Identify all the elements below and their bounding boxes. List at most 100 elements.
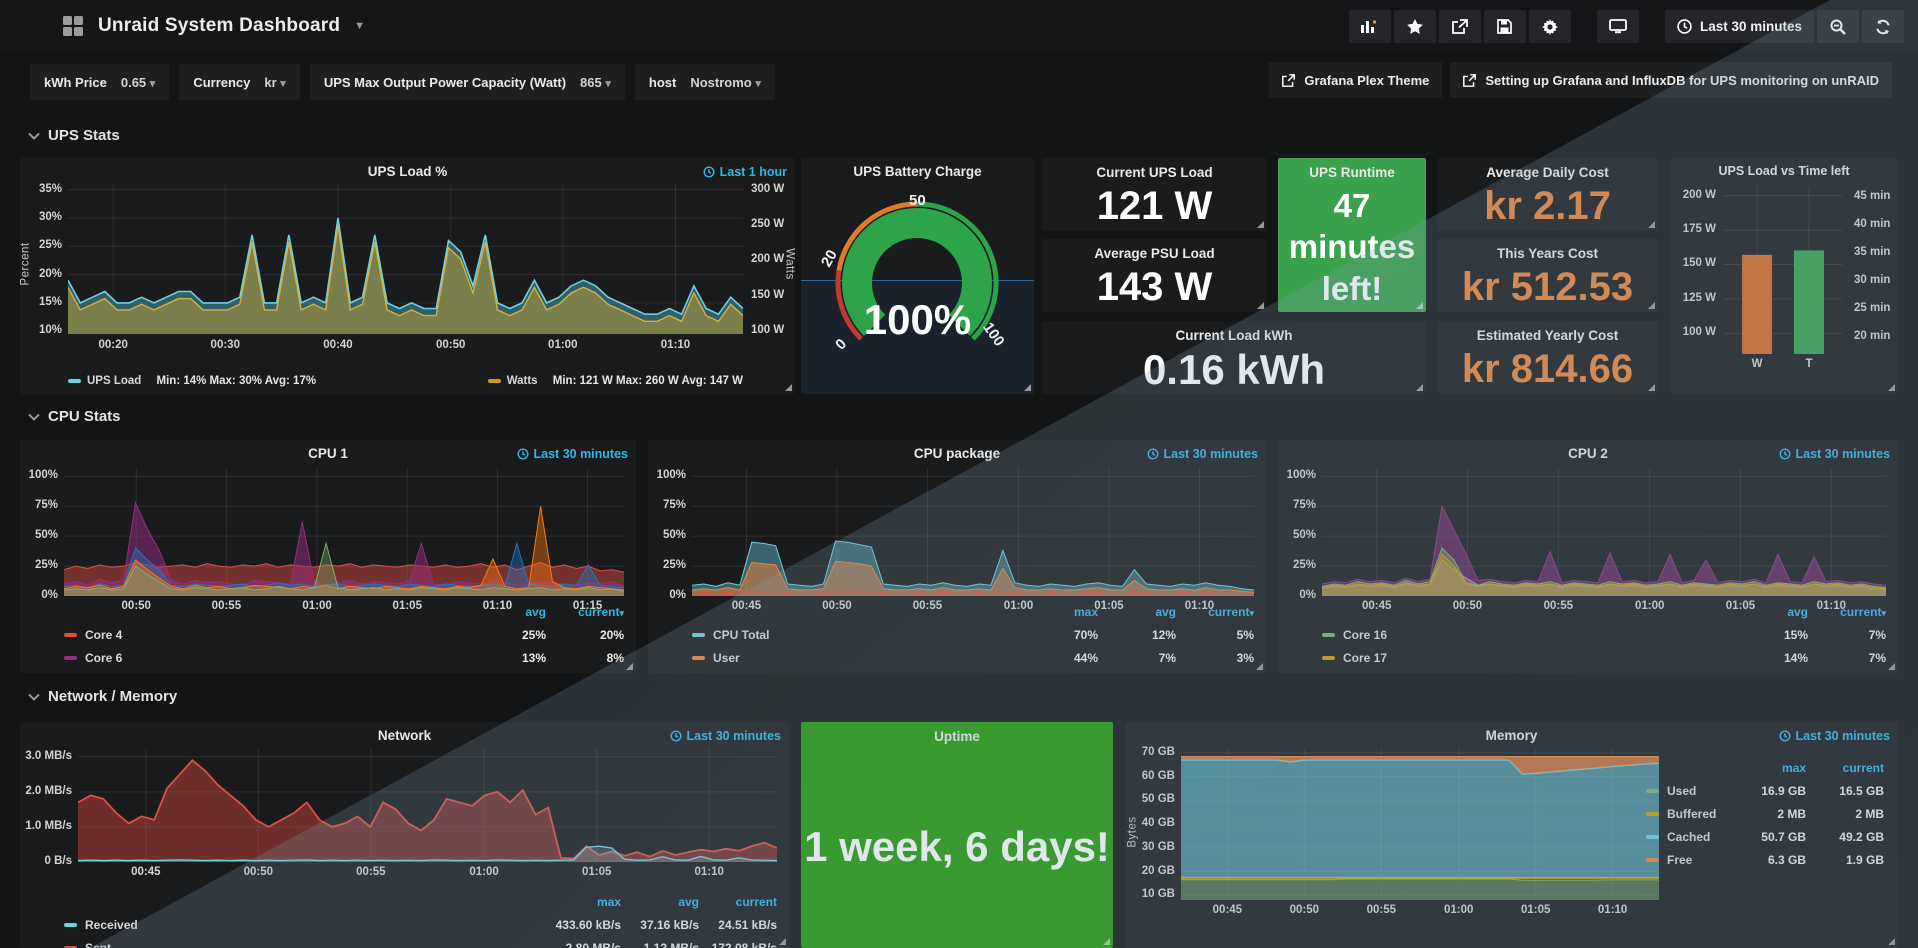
axis-tick: 300 W: [751, 182, 785, 195]
save-button[interactable]: [1483, 10, 1526, 43]
legend-column-header[interactable]: avg: [525, 604, 546, 619]
legend-item[interactable]: UPS Load Min: 14% Max: 30% Avg: 17%: [68, 375, 316, 387]
legend-column-header[interactable]: max: [1073, 604, 1098, 619]
panel-cpu1[interactable]: CPU 1 Last 30 minutes 0% 25% 50% 75% 100% 00…: [20, 440, 636, 673]
tv-mode-button[interactable]: [1596, 10, 1639, 43]
dashboard-link[interactable]: Setting up Grafana and InfluxDB for UPS …: [1450, 62, 1892, 98]
axis-tick: 01:10: [482, 600, 513, 612]
panel-ups-load-vs-time[interactable]: UPS Load vs Time left 100 W 125 W 150 W 175…: [1670, 158, 1898, 394]
legend-column-header[interactable]: avg: [1787, 604, 1808, 619]
cpu1-chart[interactable]: [63, 468, 625, 597]
dashboard-title[interactable]: Unraid System Dashboard ▼: [62, 15, 365, 37]
legend-series-toggle[interactable]: Core 17: [1322, 651, 1730, 665]
axis-tick: 00:55: [1543, 600, 1574, 612]
panel-time-range[interactable]: Last 1 hour: [703, 165, 787, 179]
panel-title[interactable]: UPS Load %: [367, 164, 448, 179]
panel-time-range[interactable]: Last 30 minutes: [1778, 447, 1890, 461]
legend-swatch: [64, 655, 77, 660]
cpu-package-chart[interactable]: [691, 468, 1255, 597]
panel-this-years-cost[interactable]: This Years Cost kr 512.53: [1437, 239, 1658, 312]
time-picker-button[interactable]: Last 30 minutes: [1664, 10, 1814, 43]
star-button[interactable]: [1393, 10, 1436, 43]
axis-tick: 00:50: [243, 866, 274, 878]
legend-series-toggle[interactable]: Core 4: [64, 628, 468, 642]
refresh-button[interactable]: [1862, 10, 1904, 43]
panel-uptime[interactable]: Uptime 1 week, 6 days!: [801, 722, 1113, 948]
legend-series-toggle[interactable]: Used: [1646, 784, 1728, 798]
share-button[interactable]: [1438, 10, 1481, 43]
panel-time-range[interactable]: Last 30 minutes: [516, 447, 628, 461]
section-ups-stats[interactable]: UPS Stats: [28, 127, 120, 144]
panel-current-ups-load[interactable]: Current UPS Load 121 W: [1042, 158, 1267, 231]
dashboard-link[interactable]: Grafana Plex Theme: [1269, 62, 1443, 98]
legend-value: 44%: [1073, 650, 1098, 665]
panel-cpu-package[interactable]: CPU package Last 30 minutes 0% 25% 50% 75% 1…: [648, 440, 1266, 673]
legend-column-header[interactable]: max: [1781, 760, 1806, 775]
panel-memory[interactable]: Memory Last 30 minutes Bytes 10 GB 20 GB 3…: [1125, 722, 1898, 948]
panel-title[interactable]: Memory: [1485, 728, 1538, 743]
legend-series-toggle[interactable]: User: [692, 651, 1020, 665]
cpu2-chart[interactable]: [1321, 468, 1887, 597]
axis-tick: 01:10: [694, 866, 724, 878]
panel-cpu2[interactable]: CPU 2 Last 30 minutes 0% 25% 50% 75% 100% 00…: [1278, 440, 1898, 673]
legend-item[interactable]: Watts Min: 121 W Max: 260 W Avg: 147 W: [487, 375, 743, 387]
legend-series-toggle[interactable]: Sent: [64, 941, 543, 948]
section-cpu-stats[interactable]: CPU Stats: [28, 408, 121, 425]
ups-load-chart[interactable]: [67, 184, 744, 334]
legend-series-toggle[interactable]: Cached: [1646, 830, 1728, 844]
axis-tick: 20 min: [1854, 330, 1891, 343]
add-panel-button[interactable]: [1348, 10, 1391, 43]
legend-series-toggle[interactable]: Free: [1646, 853, 1728, 867]
panel-ups-runtime[interactable]: UPS Runtime 47 minutes left!: [1278, 158, 1426, 312]
legend-swatch: [1646, 811, 1659, 816]
axis-tick: 15%: [38, 295, 62, 308]
legend-series-toggle[interactable]: Received: [64, 918, 543, 932]
ups-bar-chart[interactable]: [1724, 186, 1842, 354]
variable-dropdown[interactable]: Currency kr ▾: [179, 64, 300, 100]
panel-time-range[interactable]: Last 30 minutes: [1146, 447, 1258, 461]
panel-title[interactable]: UPS Battery Charge: [853, 164, 982, 179]
panel-avg-daily-cost[interactable]: Average Daily Cost kr 2.17: [1437, 158, 1658, 231]
panel-avg-psu-load[interactable]: Average PSU Load 143 W: [1042, 239, 1267, 312]
panel-title[interactable]: Network: [377, 728, 432, 743]
legend-column-header[interactable]: avg: [1155, 604, 1176, 619]
legend-column-header[interactable]: current▾: [1208, 604, 1254, 619]
legend-value: 49.2 GB: [1839, 829, 1884, 844]
legend-value: 5%: [1236, 627, 1254, 642]
legend-series-toggle[interactable]: CPU Total: [692, 628, 1020, 642]
panel-current-load-kwh[interactable]: Current Load kWh 0.16 kWh: [1042, 321, 1426, 394]
legend-series-toggle[interactable]: Buffered: [1646, 807, 1728, 821]
panel-time-range[interactable]: Last 30 minutes: [669, 729, 781, 743]
axis-tick: 30 min: [1854, 274, 1891, 287]
panel-time-range[interactable]: Last 30 minutes: [1778, 729, 1890, 743]
network-chart[interactable]: [77, 748, 778, 863]
legend-swatch: [1646, 834, 1659, 839]
panel-estimated-yearly-cost[interactable]: Estimated Yearly Cost kr 814.66: [1437, 321, 1658, 394]
panel-title[interactable]: CPU 2: [1568, 446, 1608, 461]
legend-swatch: [64, 945, 77, 948]
legend-column-header[interactable]: max: [596, 894, 621, 909]
variable-dropdown[interactable]: host Nostromo ▾: [634, 64, 775, 100]
section-network-memory[interactable]: Network / Memory: [28, 688, 177, 705]
panel-title[interactable]: UPS Load vs Time left: [1718, 164, 1850, 178]
panel-battery-gauge[interactable]: UPS Battery Charge 0 20 50 100 100%: [801, 158, 1034, 394]
panel-network[interactable]: Network Last 30 minutes 0 B/s 1.0 MB/s 2.0…: [20, 722, 789, 948]
legend-column-header[interactable]: current: [1842, 760, 1884, 775]
legend-series-toggle[interactable]: Core 6: [64, 651, 468, 665]
panel-title[interactable]: CPU package: [913, 446, 1001, 461]
legend-row: Cached 50.7 GB 49.2 GB: [1646, 825, 1884, 848]
legend-column-header[interactable]: current▾: [578, 604, 624, 619]
legend-column-header[interactable]: current: [735, 894, 777, 909]
variable-dropdown[interactable]: UPS Max Output Power Capacity (Watt) 865…: [309, 64, 625, 100]
zoom-out-button[interactable]: [1817, 10, 1859, 43]
memory-chart[interactable]: [1181, 748, 1660, 900]
legend-column-header[interactable]: current▾: [1840, 604, 1886, 619]
legend-column-header[interactable]: avg: [678, 894, 699, 909]
legend-row: Core 6 13% 8%: [64, 646, 624, 669]
panel-title[interactable]: CPU 1: [308, 446, 348, 461]
external-link-icon: [1282, 73, 1296, 87]
settings-button[interactable]: [1528, 10, 1571, 43]
panel-ups-load[interactable]: UPS Load % Last 1 hour Percent Watts 10%…: [20, 158, 795, 394]
legend-series-toggle[interactable]: Core 16: [1322, 628, 1730, 642]
variable-dropdown[interactable]: kWh Price 0.65 ▾: [30, 64, 170, 100]
